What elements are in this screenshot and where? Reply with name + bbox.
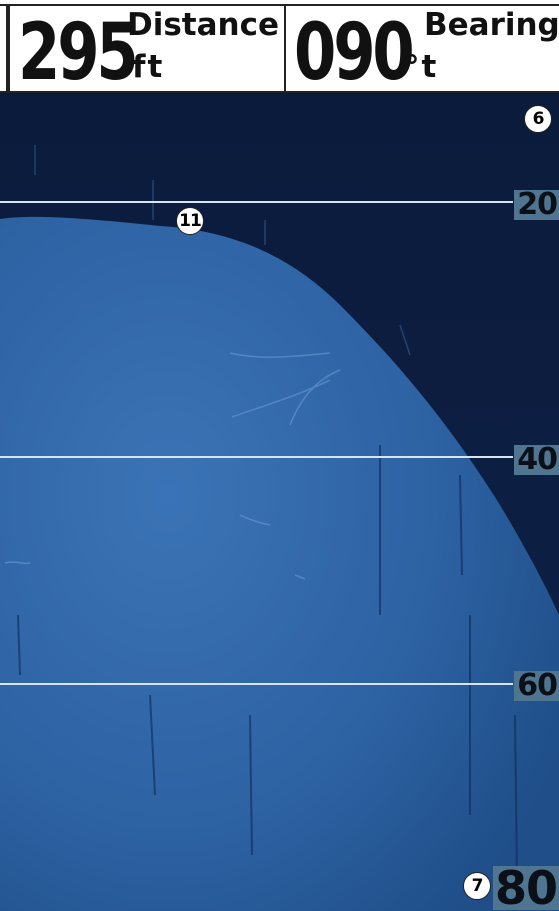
distance-label: Distance	[127, 7, 280, 43]
bearing-label: Bearing	[424, 7, 559, 43]
bottom-depth-label: 80	[492, 861, 559, 911]
bearing-unit: °t	[404, 49, 439, 85]
bearing-cell[interactable]: 090 Bearing °t	[284, 4, 559, 98]
depth-label-60: 60	[514, 671, 559, 701]
callout-7: 7	[463, 872, 491, 900]
depth-line-60	[0, 683, 513, 685]
data-cell-partial	[0, 4, 8, 91]
distance-unit: ft	[132, 49, 165, 85]
distance-cell[interactable]: 295 Distance ft	[8, 4, 286, 98]
sonar-return-image	[0, 95, 559, 911]
depth-label-20: 20	[514, 190, 559, 220]
data-bar: 295 Distance ft 090 Bearing °t	[0, 0, 559, 93]
depth-line-20	[0, 201, 513, 203]
side-imaging-view[interactable]: 20 40 60 80 6 11 7	[0, 95, 559, 911]
bottom-contour	[0, 216, 559, 911]
depth-label-40: 40	[514, 445, 559, 475]
bearing-value: 090	[294, 8, 415, 98]
callout-11: 11	[176, 207, 204, 235]
distance-value: 295	[18, 8, 139, 98]
callout-6: 6	[524, 105, 552, 133]
depth-line-40	[0, 456, 513, 458]
